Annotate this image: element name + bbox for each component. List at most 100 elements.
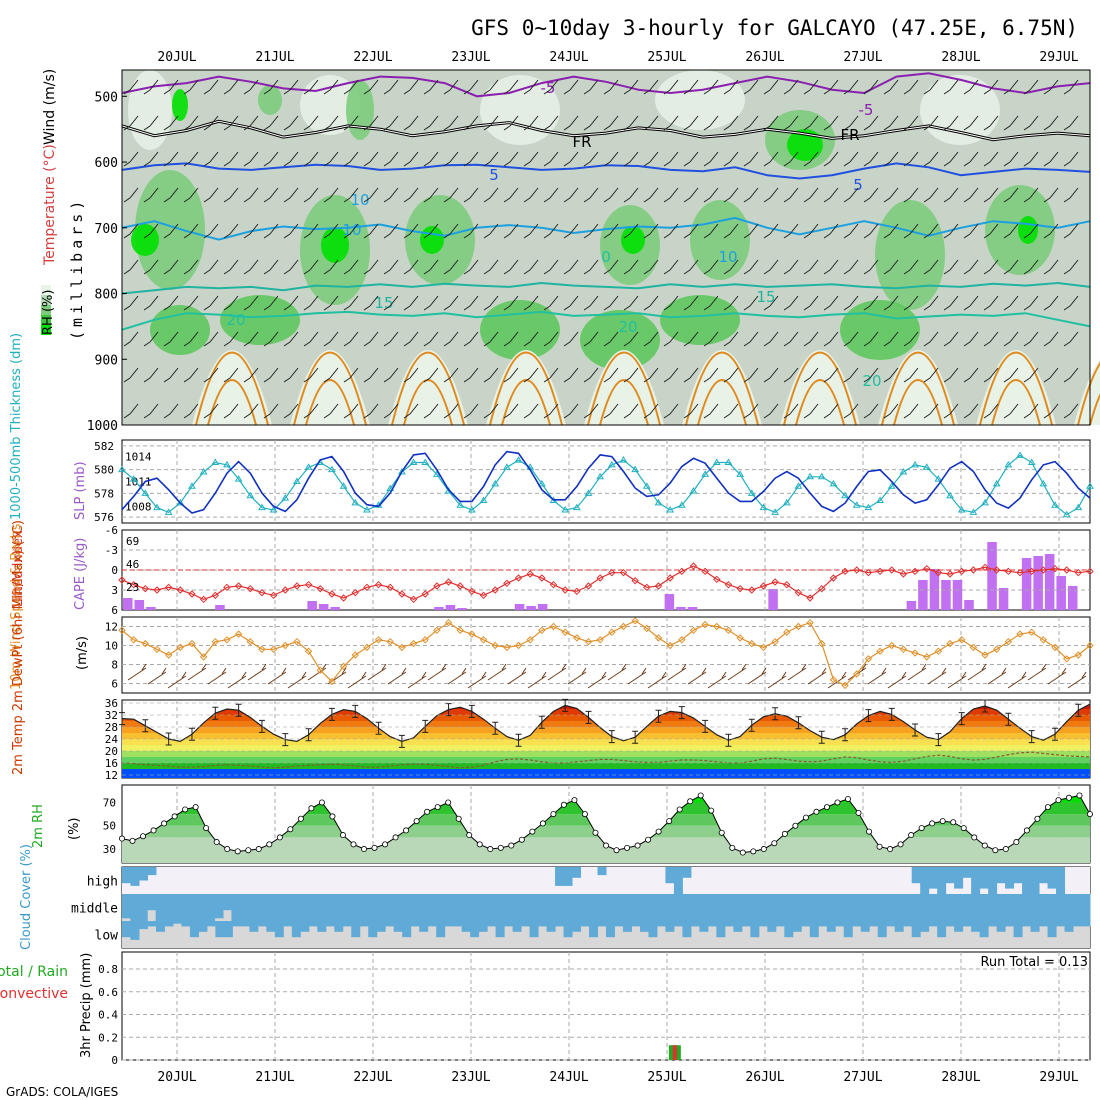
wind-barb	[463, 151, 479, 167]
wind-barb	[483, 331, 499, 347]
cloud-cell-middle	[753, 894, 763, 921]
wind-barb	[663, 79, 679, 95]
li-point	[281, 586, 289, 594]
thickness-point	[363, 505, 371, 513]
rh-point	[960, 825, 967, 832]
wind-barb	[563, 115, 579, 131]
cloud-cell-middle	[584, 894, 594, 921]
li-point	[118, 576, 126, 584]
wind-barb	[903, 151, 919, 167]
thickness-point	[654, 498, 663, 506]
wind-barb	[583, 223, 599, 239]
wind-barb	[643, 115, 659, 131]
wind-barb-10m	[267, 667, 287, 685]
cape-bar	[514, 604, 525, 610]
cape-tick: 23	[126, 581, 139, 594]
rh-point	[476, 841, 483, 848]
cloud-cell-middle	[172, 894, 182, 921]
cloud-cell-middle	[946, 894, 956, 921]
li-point	[736, 584, 744, 593]
li-point	[1016, 568, 1024, 577]
wind-speed-point	[269, 645, 278, 654]
wind-barb	[1043, 151, 1059, 167]
wind-barb	[623, 79, 639, 95]
cloud-cell-low	[826, 921, 836, 932]
wind-barb	[803, 151, 819, 167]
wind-barb	[1063, 79, 1079, 95]
temp-legend: Temperature (°C)	[42, 144, 58, 266]
li-label: Lifted Index	[11, 530, 26, 607]
cloud-cell-low	[368, 921, 378, 938]
cloud-cell-middle	[778, 894, 788, 921]
cloud-cell-middle	[635, 894, 645, 921]
cloud-cell-low	[257, 921, 267, 927]
wind-barb	[983, 151, 999, 167]
isotherm-30	[697, 379, 747, 426]
temp-minmax-bar	[212, 706, 219, 720]
wind-barb-10m	[567, 667, 587, 685]
wind-speed-point	[771, 637, 779, 646]
wind-barb	[1063, 151, 1079, 167]
cloud-cell-low	[317, 921, 327, 932]
thickness-point	[957, 505, 966, 513]
wind-barb	[583, 259, 599, 275]
wind-barb	[863, 331, 879, 347]
li-tick: 3	[111, 584, 118, 597]
wind-barb	[623, 259, 639, 275]
wind-barb	[563, 331, 579, 347]
wind-barb	[303, 295, 319, 311]
cloud-cell-middle	[189, 894, 199, 921]
cloud-cell-low	[894, 921, 904, 932]
wind-barb	[123, 295, 139, 311]
rh-point	[624, 844, 631, 851]
wind-speed-point	[339, 662, 348, 671]
contour-label: 20	[862, 372, 881, 390]
wind-barb	[723, 151, 739, 167]
date-label-top: 23JUL	[451, 50, 490, 65]
wind-barb	[703, 259, 719, 275]
wind-barb	[403, 151, 419, 167]
rh-point	[318, 799, 325, 806]
wind-barb	[663, 403, 679, 419]
wind-barb	[883, 295, 899, 311]
temp-minmax-bar	[632, 730, 639, 744]
cloud-cell-middle	[972, 894, 982, 921]
wind-barb	[183, 115, 199, 131]
li-tick: -6	[105, 524, 118, 537]
wind-barb	[983, 115, 999, 131]
wind-barb	[283, 223, 299, 239]
wind-barb	[523, 115, 539, 131]
temp-minmax-bar	[258, 719, 265, 733]
wind-barb	[543, 331, 559, 347]
wind-barb	[623, 295, 639, 311]
wind-barb	[823, 151, 839, 167]
rh-patch	[655, 70, 745, 130]
wind-barb	[1023, 331, 1039, 347]
li-point	[258, 588, 266, 597]
rh-point	[129, 837, 136, 844]
wind-barb	[583, 403, 599, 419]
cloud-cell-low	[690, 921, 700, 927]
wind-barb	[883, 79, 899, 95]
rh-point	[771, 840, 778, 847]
wind-barb	[663, 259, 679, 275]
wind-tick: 6	[111, 678, 118, 691]
wind-barb	[123, 187, 139, 203]
wind-barb	[1023, 259, 1039, 275]
li-point	[689, 562, 698, 570]
rh-point	[1087, 811, 1094, 818]
cloud-cell-low	[1005, 921, 1015, 927]
wind-barb	[1063, 295, 1079, 311]
cloud-cell-middle	[332, 894, 342, 921]
thickness-point	[631, 465, 640, 473]
cloud-cell-middle	[382, 894, 392, 921]
wind-barb	[443, 115, 459, 131]
cloud-cell-high	[979, 867, 989, 889]
cloud-cell-low	[631, 921, 641, 927]
cape-tick: 69	[126, 535, 139, 548]
wind-speed-point	[864, 655, 873, 663]
wind-barb	[523, 331, 539, 347]
cloud-cell-middle	[441, 894, 451, 921]
wind-barb	[163, 79, 179, 95]
cloud-cell-low	[1073, 921, 1083, 927]
